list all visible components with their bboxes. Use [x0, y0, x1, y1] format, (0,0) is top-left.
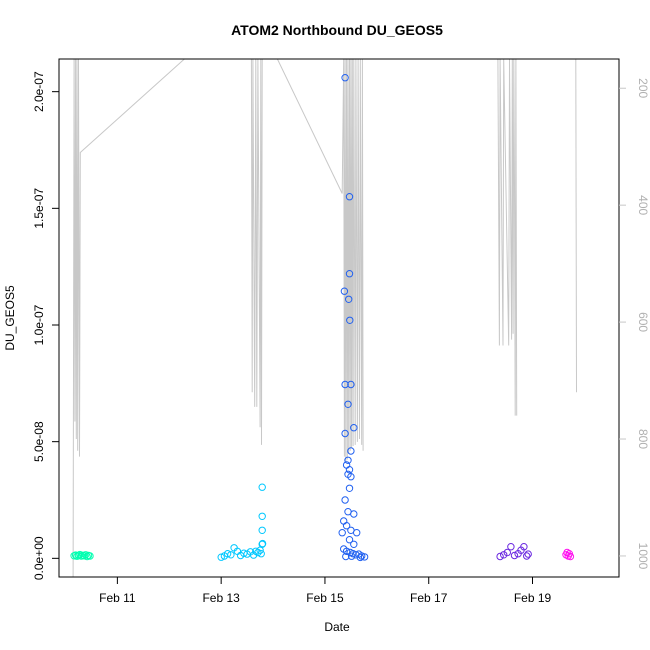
data-point	[345, 193, 354, 201]
data-point	[341, 380, 349, 389]
data-point	[356, 553, 364, 562]
secondary-line-1	[249, 58, 364, 463]
data-point	[496, 552, 504, 561]
data-point	[358, 552, 366, 560]
y2-tick-label: 200	[636, 78, 650, 98]
y-tick-label: 1.5e-07	[32, 188, 46, 229]
data-points	[70, 74, 575, 562]
data-point	[86, 552, 94, 560]
data-point	[350, 540, 358, 548]
x-axis-label: Date	[324, 620, 350, 634]
data-point	[510, 551, 519, 560]
data-point	[507, 543, 515, 551]
data-point	[341, 74, 349, 82]
data-point	[345, 270, 354, 278]
data-point	[342, 547, 351, 555]
secondary-line-2	[497, 58, 518, 416]
data-point	[500, 551, 508, 559]
x-axis: Feb 11 Feb 13 Feb 15 Feb 17 Feb 19	[99, 577, 552, 605]
y2-tick-label: 800	[636, 429, 650, 449]
data-point	[254, 548, 262, 557]
x-tick-label: Feb 15	[306, 591, 344, 605]
x-tick-label: Feb 11	[99, 591, 136, 605]
data-point	[227, 551, 235, 559]
data-point	[341, 496, 349, 504]
data-point	[520, 543, 528, 551]
data-point	[342, 522, 351, 530]
data-point	[360, 553, 369, 561]
x-tick-label: Feb 13	[202, 591, 240, 605]
data-point	[347, 380, 355, 389]
data-point	[258, 539, 267, 548]
data-point	[347, 552, 356, 560]
y2-tick-label: 1000	[636, 543, 650, 570]
data-point	[350, 510, 358, 518]
plot-frame	[58, 58, 620, 578]
data-point	[345, 536, 354, 544]
data-point	[338, 529, 346, 537]
y-tick-label: 0.0e+00	[32, 536, 46, 580]
data-point	[258, 512, 266, 520]
data-point	[340, 287, 349, 295]
data-point	[523, 552, 531, 560]
data-point	[344, 400, 352, 408]
data-point	[82, 551, 90, 559]
data-point	[344, 456, 352, 464]
data-point	[342, 552, 350, 561]
data-point	[80, 552, 88, 560]
data-point	[83, 552, 91, 561]
data-point	[71, 551, 80, 559]
secondary-line-3	[575, 58, 577, 393]
data-point	[503, 548, 511, 557]
data-point	[257, 550, 265, 558]
data-point	[353, 529, 361, 537]
data-point	[223, 550, 232, 558]
y-tick-label: 5.0e-08	[32, 421, 46, 462]
y2-tick-label: 400	[636, 195, 650, 215]
data-point	[340, 517, 348, 525]
data-point	[347, 473, 355, 481]
chart-title: ATOM2 Northbound DU_GEOS5	[231, 22, 443, 38]
data-point	[74, 551, 83, 560]
secondary-line-0	[72, 58, 185, 578]
data-point	[341, 429, 349, 438]
data-point	[217, 553, 225, 561]
y-axis-label: DU_GEOS5	[3, 285, 17, 351]
y-tick-label: 1.0e-07	[32, 304, 46, 345]
secondary-lines	[72, 58, 577, 578]
data-point	[258, 526, 266, 534]
data-point	[345, 295, 353, 303]
data-point	[350, 424, 358, 432]
data-point	[258, 483, 266, 491]
y2-tick-label: 600	[636, 312, 650, 332]
data-point	[347, 447, 355, 455]
x-tick-label: Feb 17	[410, 591, 448, 605]
data-point	[345, 484, 354, 492]
x-tick-label: Feb 19	[514, 591, 552, 605]
data-point	[345, 466, 354, 474]
data-point	[524, 550, 532, 558]
data-point	[566, 552, 575, 561]
data-point	[76, 550, 84, 559]
y-tick-label: 2.0e-07	[32, 71, 46, 112]
y-axis: 0.0e+00 5.0e-08 1.0e-07 1.5e-07 2.0e-07	[32, 71, 59, 580]
data-point	[346, 316, 354, 324]
y2-axis: 200 400 600 800 1000	[619, 78, 650, 570]
